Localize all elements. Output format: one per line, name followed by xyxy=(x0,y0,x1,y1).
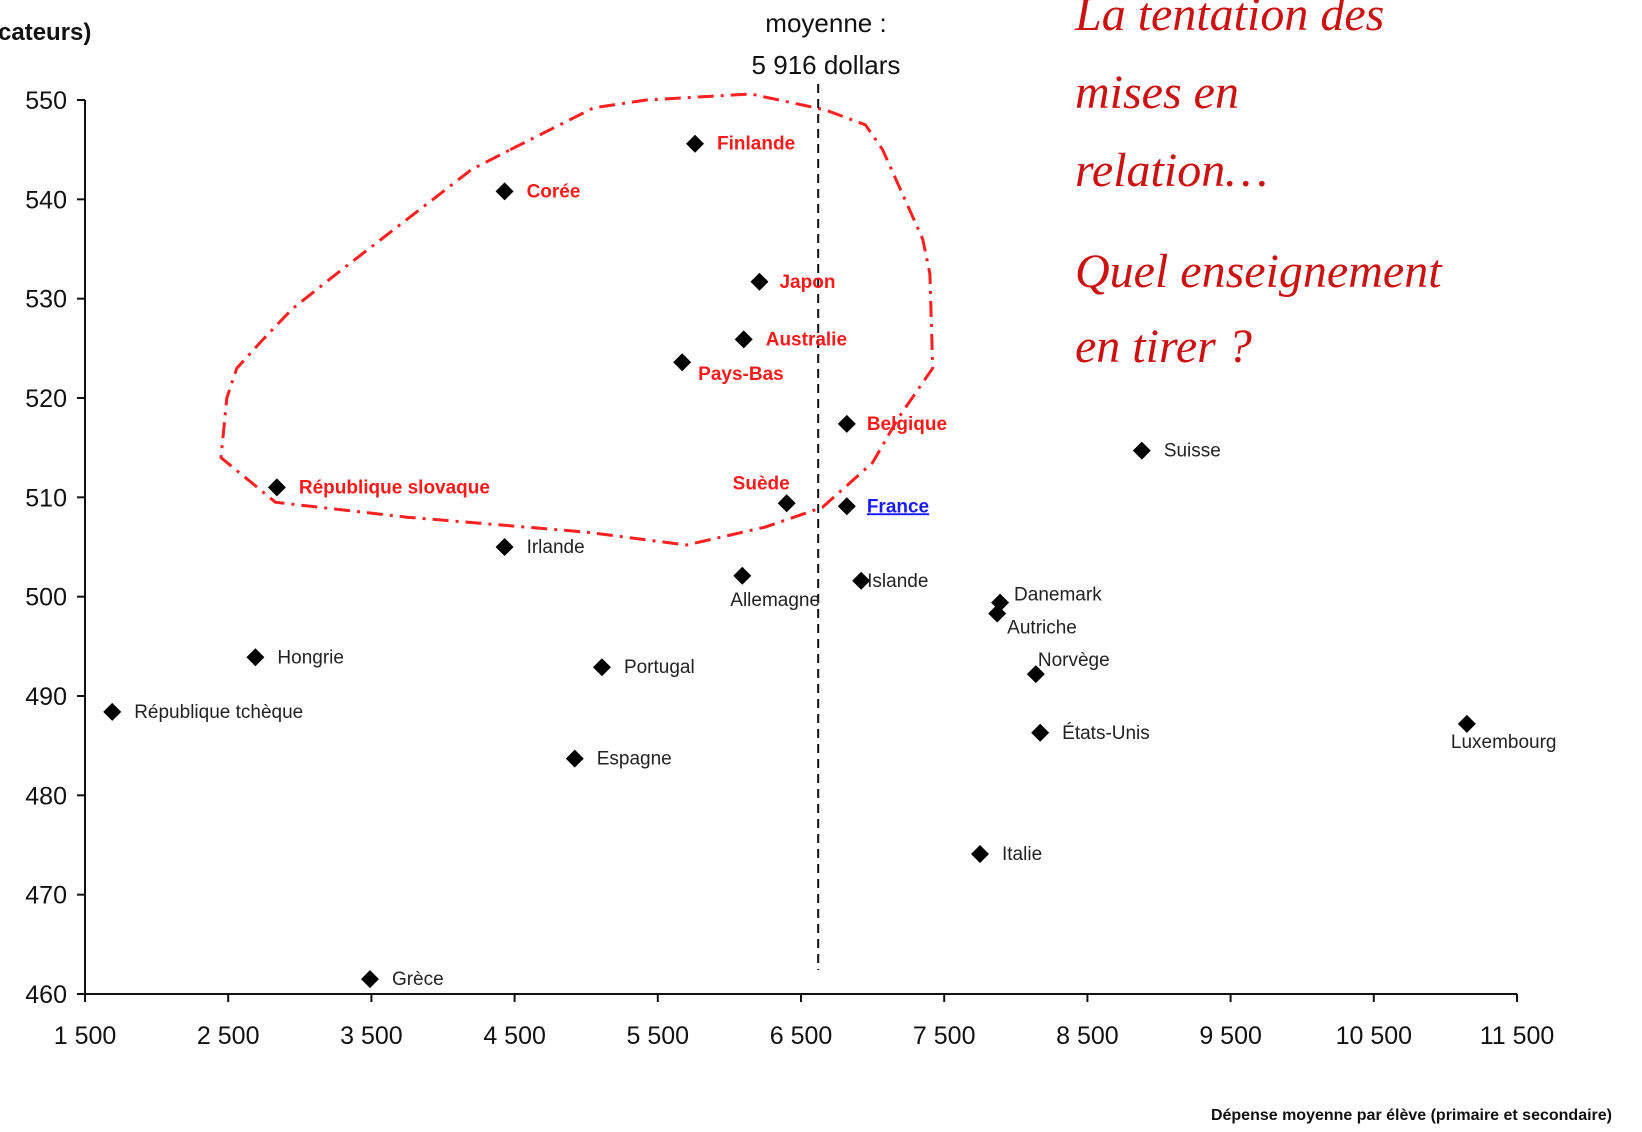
y-tick-label: 520 xyxy=(25,385,67,413)
data-point-marker xyxy=(267,478,286,497)
data-point-marker xyxy=(1026,665,1045,684)
y-tick-label: 460 xyxy=(25,981,67,1009)
data-point-marker xyxy=(103,702,122,721)
data-point-label: Autriche xyxy=(1007,618,1077,639)
data-point-marker xyxy=(852,571,871,590)
data-point-label: Espagne xyxy=(597,749,672,770)
data-point-label: Italie xyxy=(1002,844,1042,865)
annotation-line1: La tentation des xyxy=(1074,0,1384,41)
highlight-region xyxy=(219,92,935,547)
x-tick-label: 11 500 xyxy=(1480,1022,1555,1050)
data-point-label: Finlande xyxy=(717,134,795,155)
data-point-label: Suède xyxy=(733,473,790,494)
data-point-label: Portugal xyxy=(624,657,695,678)
data-point-marker xyxy=(837,414,856,433)
data-point-marker xyxy=(733,566,752,585)
y-axis-label-fragment: cateurs) xyxy=(0,19,91,46)
data-point-marker xyxy=(495,538,514,556)
data-point-label: Danemark xyxy=(1014,585,1102,606)
highlight-region-layer xyxy=(219,92,935,547)
x-tick-label: 6 500 xyxy=(770,1022,833,1050)
x-tick-label: 9 500 xyxy=(1199,1022,1262,1050)
x-tick-label: 4 500 xyxy=(483,1022,546,1050)
y-tick-label: 550 xyxy=(25,87,67,115)
data-point-marker xyxy=(495,182,514,201)
y-tick-label: 500 xyxy=(25,584,67,612)
data-point-label: Pays-Bas xyxy=(698,364,784,385)
x-tick-label: 5 500 xyxy=(627,1022,690,1050)
x-tick-label: 7 500 xyxy=(913,1022,976,1050)
data-point-label: République slovaque xyxy=(299,477,490,498)
data-point-label: Norvège xyxy=(1038,650,1110,671)
mean-label-line1: moyenne : xyxy=(765,8,886,38)
annotation-line2: mises en xyxy=(1075,66,1239,119)
y-tick-label: 480 xyxy=(25,782,67,810)
data-point-label: Japon xyxy=(779,272,835,293)
data-point-label: Irlande xyxy=(527,537,585,558)
data-point-marker xyxy=(750,272,769,291)
data-point-label: Luxembourg xyxy=(1451,732,1557,753)
data-point-marker xyxy=(360,970,379,989)
x-tick-label: 10 500 xyxy=(1336,1022,1412,1050)
data-point-label: Hongrie xyxy=(277,647,344,668)
y-tick-label: 510 xyxy=(25,484,67,512)
data-point-label: Suisse xyxy=(1164,441,1221,462)
x-tick-label: 3 500 xyxy=(340,1022,403,1050)
y-tick-label: 530 xyxy=(25,286,67,314)
annotation-line4: Quel enseignement xyxy=(1075,245,1443,298)
data-point-label: Grèce xyxy=(392,969,444,990)
data-point-marker xyxy=(1132,441,1151,460)
y-tick-label: 540 xyxy=(25,186,67,214)
data-point-label: Australie xyxy=(766,329,847,350)
point-labels-layer: Finlande Corée Japon Australie Pays-Bas Belgi… xyxy=(134,134,1556,990)
data-point-marker xyxy=(246,648,265,667)
y-tick-label: 470 xyxy=(25,882,67,910)
data-point-marker xyxy=(686,134,705,153)
annotation-line5: en tirer ? xyxy=(1075,320,1252,373)
data-point-label: République tchèque xyxy=(134,702,303,723)
data-point-label: Corée xyxy=(527,181,581,202)
data-point-marker xyxy=(734,330,753,349)
x-tick-label: 2 500 xyxy=(197,1022,260,1050)
annotation-line3: relation… xyxy=(1075,144,1268,197)
x-tick-label: 8 500 xyxy=(1056,1022,1119,1050)
axes-layer: 460 470 480 490 500 510 520 530 540 550 1 500 2 500… xyxy=(25,87,1554,1050)
data-point-marker xyxy=(971,844,989,863)
data-point-label: Islande xyxy=(867,571,928,592)
x-axis-label: Dépense moyenne par élève (primaire et s… xyxy=(1211,1107,1612,1124)
data-point-marker xyxy=(565,749,584,768)
data-point-label: États-Unis xyxy=(1062,723,1150,744)
y-tick-label: 490 xyxy=(25,683,67,711)
data-point-label: Belgique xyxy=(867,414,947,435)
mean-label-line2: 5 916 dollars xyxy=(752,50,901,80)
data-point-label: Allemagne xyxy=(730,590,820,611)
data-point-marker xyxy=(673,353,692,372)
points-layer xyxy=(103,134,1476,989)
data-point-label: France xyxy=(867,496,929,517)
data-point-marker xyxy=(1031,723,1050,742)
data-point-marker xyxy=(988,604,1007,623)
data-point-marker xyxy=(1457,714,1476,733)
data-point-marker xyxy=(777,494,796,513)
data-point-marker xyxy=(837,497,856,516)
x-tick-label: 1 500 xyxy=(54,1022,117,1050)
data-point-marker xyxy=(592,658,611,677)
